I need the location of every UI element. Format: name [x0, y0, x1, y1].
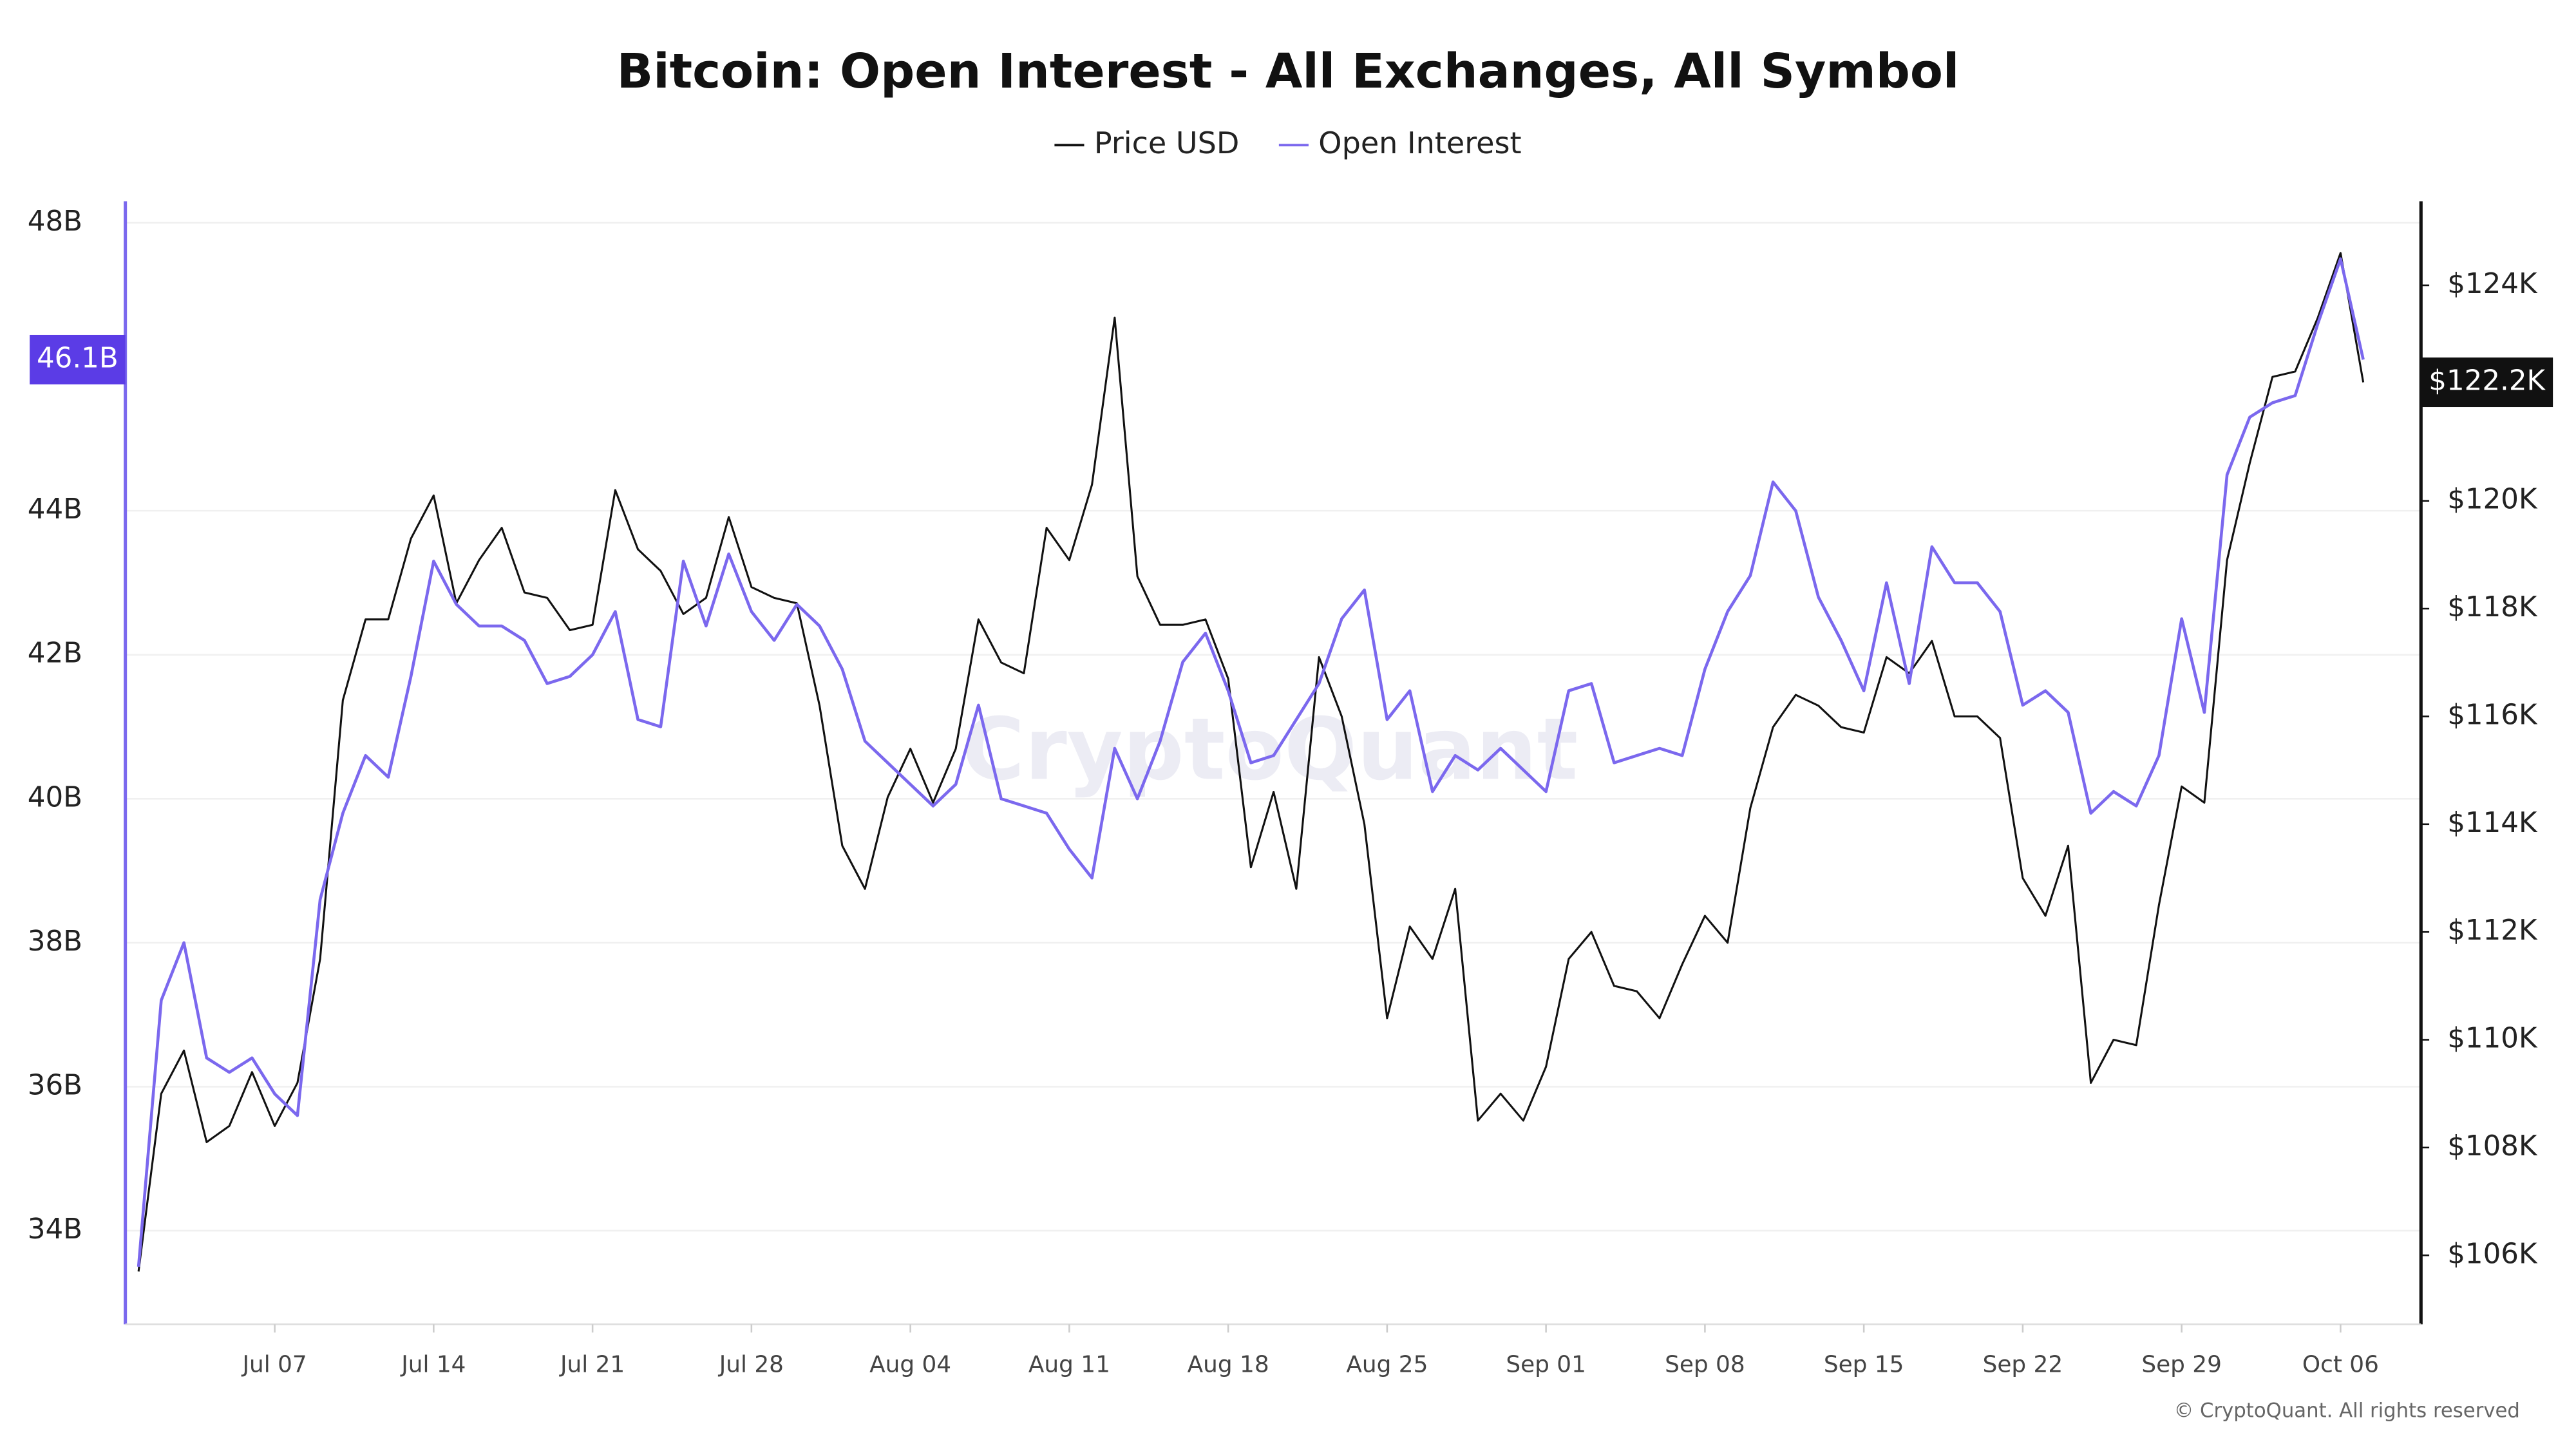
x-tick-label: Sep 29	[2141, 1351, 2222, 1378]
y2-tick-label: $116K	[2447, 699, 2538, 731]
y-tick-label: 48B	[28, 205, 82, 238]
y2-tick-label: $106K	[2447, 1238, 2538, 1270]
y2-tick-label: $108K	[2447, 1130, 2538, 1162]
value-badge-label: $122.2K	[2429, 365, 2546, 397]
x-tick-label: Aug 04	[869, 1351, 951, 1378]
y-tick-label: 36B	[28, 1069, 82, 1101]
x-tick-label: Jul 28	[718, 1351, 784, 1378]
x-tick-label: Sep 15	[1824, 1351, 1904, 1378]
legend-label: Open Interest	[1318, 126, 1521, 160]
value-badge-label: 46.1B	[37, 342, 118, 374]
credit: © CryptoQuant. All rights reserved	[2174, 1399, 2520, 1423]
y2-tick-label: $114K	[2447, 807, 2538, 839]
y2-tick-label: $110K	[2447, 1023, 2538, 1055]
series-line	[137, 252, 2365, 1272]
y2-tick-label: $120K	[2447, 484, 2538, 516]
x-tick-label: Sep 22	[1983, 1351, 2063, 1378]
x-tick-label: Sep 08	[1665, 1351, 1745, 1378]
x-tick-label: Aug 18	[1188, 1351, 1269, 1378]
y2-tick-label: $112K	[2447, 914, 2538, 947]
y2-tick-label: $118K	[2447, 591, 2538, 623]
y-tick-label: 42B	[28, 638, 82, 670]
x-tick-label: Jul 14	[400, 1351, 466, 1378]
x-tick-label: Jul 07	[241, 1351, 307, 1378]
x-tick-label: Aug 11	[1028, 1351, 1110, 1378]
value-badge	[30, 334, 126, 384]
y-tick-label: 38B	[28, 925, 82, 958]
legend-label: Price USD	[1094, 126, 1240, 160]
y-tick-label: 34B	[28, 1213, 82, 1245]
y-tick-label: 40B	[28, 781, 82, 813]
x-tick-label: Oct 06	[2302, 1351, 2379, 1378]
legend: Price USD Open Interest	[1054, 126, 1522, 160]
y-tick-label: 44B	[28, 493, 82, 526]
x-tick-label: Sep 01	[1506, 1351, 1586, 1378]
x-tick-label: Aug 25	[1346, 1351, 1428, 1378]
series-line	[137, 257, 2365, 1267]
value-badge	[2421, 357, 2553, 408]
chart-title: Bitcoin: Open Interest - All Exchanges, …	[617, 43, 1960, 99]
watermark: CryptoQuant	[961, 699, 1578, 799]
y2-tick-label: $124K	[2447, 268, 2538, 300]
x-tick-label: Jul 21	[559, 1351, 625, 1378]
